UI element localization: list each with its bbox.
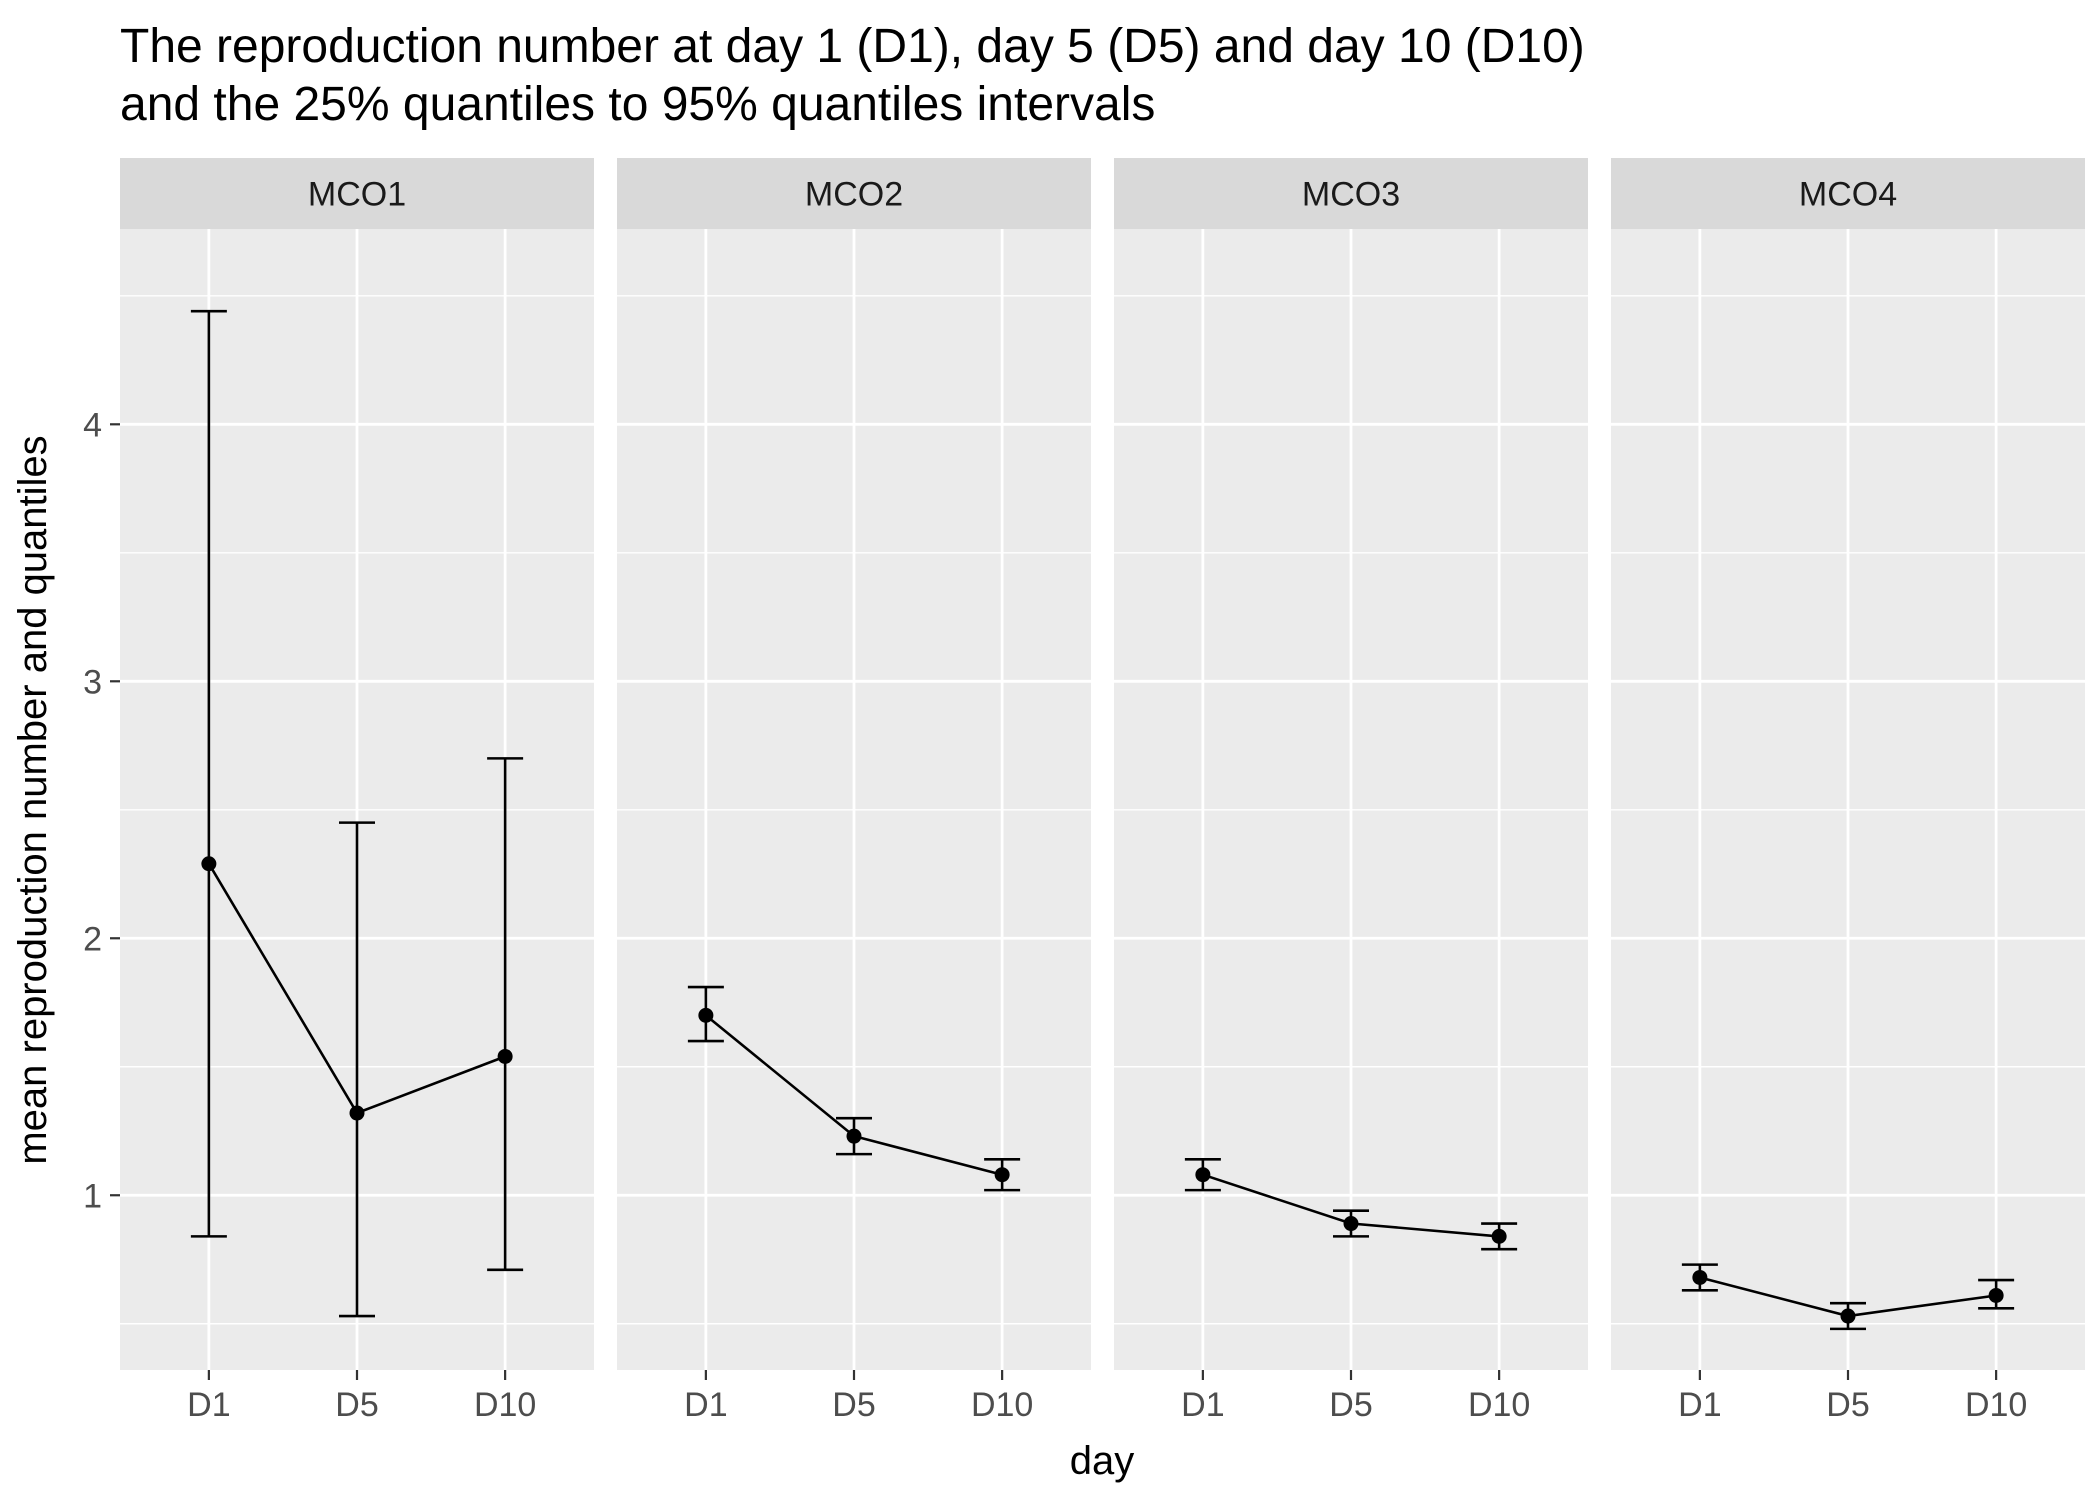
- y-tick-label: 3: [83, 663, 102, 701]
- data-point: [994, 1167, 1010, 1183]
- facet-mco4: MCO4 D1 D5 D10: [1611, 158, 2085, 1424]
- facet-mco1: MCO1 D1 D5 D10: [120, 158, 594, 1424]
- x-tick-label: D10: [474, 1386, 536, 1424]
- facet-mco3: MCO3 D1 D5 D10: [1114, 158, 1588, 1424]
- chart-title: The reproduction number at day 1 (D1), d…: [120, 20, 1585, 131]
- facet-strip: [1611, 158, 2085, 229]
- chart-title-line: and the 25% quantiles to 95% quantiles i…: [120, 78, 1155, 131]
- x-tick-label: D10: [1965, 1386, 2027, 1424]
- facet-strip-label: MCO2: [805, 176, 903, 214]
- y-tick-label: 4: [83, 406, 102, 444]
- data-point: [201, 856, 217, 872]
- data-point: [497, 1048, 513, 1064]
- error-bar: [190, 309, 227, 1238]
- data-point: [1343, 1216, 1359, 1232]
- x-tick-label: D1: [1181, 1386, 1224, 1424]
- facet-strip: [617, 158, 1091, 229]
- data-point: [1195, 1167, 1211, 1183]
- chart-title-line: The reproduction number at day 1 (D1), d…: [120, 20, 1585, 73]
- data-point: [1988, 1287, 2004, 1303]
- x-tick-label: D10: [1468, 1386, 1530, 1424]
- data-point: [1491, 1228, 1507, 1244]
- y-axis: 1 2 3 4: [83, 406, 120, 1215]
- x-tick-label: D5: [335, 1386, 378, 1424]
- x-tick-label: D5: [1329, 1386, 1372, 1424]
- data-point: [846, 1128, 862, 1144]
- y-axis-label: mean reproduction number and quantiles: [11, 435, 55, 1164]
- x-tick-label: D1: [1678, 1386, 1721, 1424]
- y-tick-label: 1: [83, 1177, 102, 1215]
- facet-strip-label: MCO3: [1302, 176, 1400, 214]
- data-point: [698, 1007, 714, 1023]
- x-tick-label: D5: [1826, 1386, 1869, 1424]
- facet-strip-label: MCO1: [308, 176, 406, 214]
- x-tick-label: D1: [187, 1386, 230, 1424]
- facet-strip: [1114, 158, 1588, 229]
- facet-strip: [120, 158, 594, 229]
- x-tick-label: D5: [832, 1386, 875, 1424]
- x-axis-label: day: [1070, 1439, 1135, 1483]
- y-tick-label: 2: [83, 920, 102, 958]
- facet-mco2: MCO2 D1 D5 D10: [617, 158, 1091, 1424]
- x-tick-label: D1: [684, 1386, 727, 1424]
- x-tick-label: D10: [971, 1386, 1033, 1424]
- data-point: [349, 1105, 365, 1121]
- error-bar: [339, 821, 375, 1318]
- facet-panels: MCO1 D1 D5 D10 MCO2 D1 D5 D10 MCO3 D1 D5 D10 MCO4 D1 D…: [120, 158, 2085, 1424]
- data-point: [1692, 1269, 1708, 1285]
- error-bar: [487, 757, 524, 1272]
- facet-strip-label: MCO4: [1799, 176, 1897, 214]
- data-point: [1840, 1308, 1856, 1324]
